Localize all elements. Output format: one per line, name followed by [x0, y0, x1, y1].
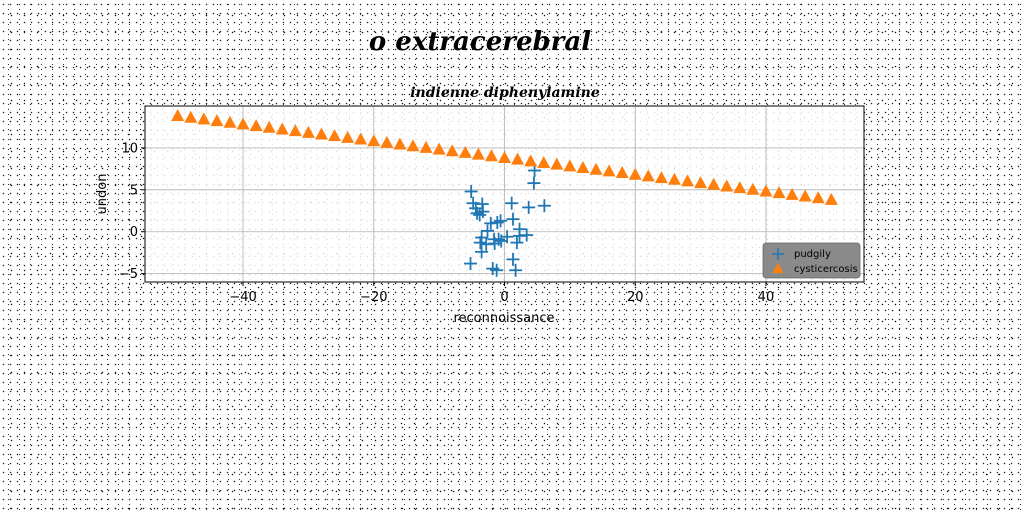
data-point-cysticercosis: [785, 187, 799, 200]
data-point-pudgily: [476, 205, 490, 219]
legend-label-pudgily: pudgily: [794, 249, 831, 260]
data-point-cysticercosis: [380, 135, 394, 148]
data-point-cysticercosis: [236, 117, 250, 130]
data-point-cysticercosis: [275, 122, 289, 135]
grid-lines: [145, 106, 864, 282]
chart-subtitle: indienne diphenylamine: [410, 85, 600, 101]
x-tick-label: −20: [360, 290, 387, 305]
data-point-cysticercosis: [550, 157, 564, 170]
data-point-cysticercosis: [406, 139, 420, 152]
legend: pudgily cysticercosis: [762, 242, 861, 279]
data-point-cysticercosis: [419, 140, 433, 153]
data-point-cysticercosis: [694, 176, 708, 189]
y-axis-label: undon: [95, 174, 110, 215]
data-point-cysticercosis: [537, 155, 551, 168]
data-point-cysticercosis: [772, 186, 786, 199]
y-axis-ticks: −5 0 5 10: [119, 141, 145, 282]
data-point-cysticercosis: [589, 162, 603, 175]
data-point-cysticercosis: [733, 181, 747, 194]
x-tick-label: 0: [500, 290, 508, 305]
data-point-cysticercosis: [210, 114, 224, 127]
data-point-cysticercosis: [184, 110, 198, 123]
y-tick-label: 5: [130, 183, 138, 198]
data-point-cysticercosis: [563, 159, 577, 172]
data-point-cysticercosis: [328, 129, 342, 142]
data-point-pudgily: [464, 184, 478, 198]
data-point-cysticercosis: [223, 115, 237, 128]
data-point-cysticercosis: [524, 154, 538, 167]
data-point-pudgily: [481, 224, 495, 238]
data-point-pudgily: [513, 222, 527, 236]
data-point-pudgily: [473, 236, 487, 250]
data-point-cysticercosis: [641, 169, 655, 182]
x-tick-label: 20: [627, 290, 644, 305]
data-point-cysticercosis: [249, 119, 263, 132]
data-point-cysticercosis: [301, 125, 315, 138]
data-point-cysticercosis: [720, 179, 734, 192]
legend-marker-pudgily: [772, 248, 784, 260]
data-point-cysticercosis: [354, 132, 368, 145]
data-point-pudgily: [506, 212, 520, 226]
data-point-cysticercosis: [341, 130, 355, 143]
data-point-pudgily: [505, 196, 519, 210]
data-point-pudgily: [475, 245, 489, 259]
legend-box: [762, 242, 861, 279]
data-point-pudgily: [500, 230, 514, 244]
data-point-cysticercosis: [393, 137, 407, 150]
data-point-pudgily: [464, 257, 478, 271]
data-point-cysticercosis: [667, 172, 681, 185]
data-point-cysticercosis: [759, 184, 773, 197]
series-cysticercosis: [171, 109, 838, 205]
data-point-cysticercosis: [707, 177, 721, 190]
data-point-cysticercosis: [484, 149, 498, 162]
data-point-cysticercosis: [262, 120, 276, 133]
data-point-pudgily: [490, 263, 504, 277]
series-pudgily: [464, 164, 551, 277]
data-point-cysticercosis: [654, 171, 668, 184]
data-point-pudgily: [470, 206, 484, 220]
data-point-cysticercosis: [171, 109, 185, 122]
data-point-cysticercosis: [432, 142, 446, 155]
data-point-pudgily: [490, 215, 504, 229]
data-point-cysticercosis: [628, 167, 642, 180]
data-point-pudgily: [494, 214, 508, 228]
data-point-cysticercosis: [288, 124, 302, 137]
data-point-cysticercosis: [458, 145, 472, 158]
y-tick-label: 10: [121, 141, 138, 156]
legend-marker-cysticercosis: [772, 263, 784, 273]
data-point-pudgily: [537, 199, 551, 213]
data-point-cysticercosis: [681, 174, 695, 187]
data-point-cysticercosis: [615, 166, 629, 179]
y-tick-label: 0: [130, 225, 138, 240]
y-tick-label: −5: [119, 267, 138, 282]
data-point-cysticercosis: [746, 182, 760, 195]
data-point-cysticercosis: [824, 192, 838, 205]
data-point-pudgily: [506, 252, 520, 266]
data-point-cysticercosis: [471, 147, 485, 160]
data-point-pudgily: [527, 176, 541, 190]
x-tick-label: −40: [229, 290, 256, 305]
data-point-cysticercosis: [811, 191, 825, 204]
data-point-cysticercosis: [511, 152, 525, 165]
data-point-cysticercosis: [197, 112, 211, 125]
x-axis-ticks: −40 −20 0 20 40: [229, 282, 774, 305]
data-point-cysticercosis: [314, 127, 328, 140]
data-point-pudgily: [522, 200, 536, 214]
data-point-pudgily: [492, 232, 506, 246]
data-point-pudgily: [509, 263, 523, 277]
x-axis-label: reconnoissance: [453, 311, 554, 326]
data-point-cysticercosis: [798, 189, 812, 202]
legend-label-cysticercosis: cysticercosis: [794, 264, 858, 275]
data-point-cysticercosis: [367, 134, 381, 147]
data-point-cysticercosis: [576, 161, 590, 174]
data-point-cysticercosis: [602, 164, 616, 177]
chart-title: o extracerebral: [369, 27, 591, 57]
data-point-cysticercosis: [498, 150, 511, 163]
data-point-pudgily: [510, 236, 524, 250]
x-tick-label: 40: [758, 290, 775, 305]
data-point-pudgily: [520, 228, 534, 242]
data-point-pudgily: [473, 208, 487, 222]
data-point-cysticercosis: [445, 144, 459, 157]
